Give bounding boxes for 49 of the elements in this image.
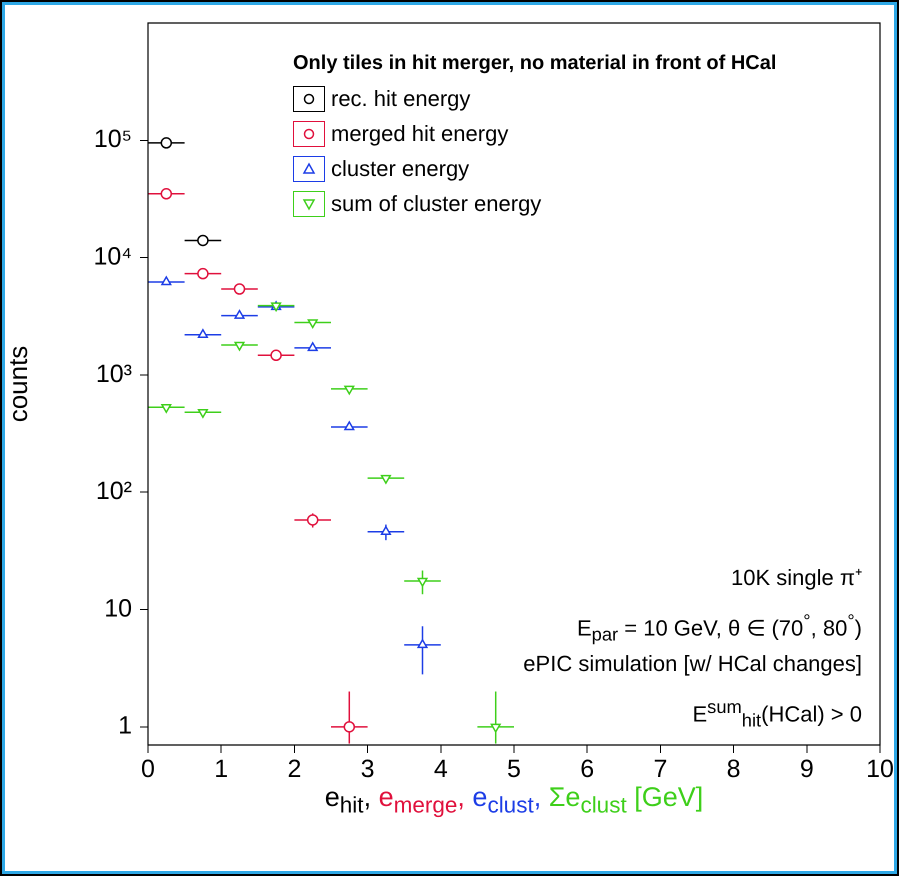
point xyxy=(198,409,208,418)
legend-label: merged hit energy xyxy=(330,120,510,148)
y-tick-label: 10⁴ xyxy=(93,242,132,270)
point xyxy=(344,386,354,395)
point xyxy=(160,188,172,200)
x-tick-label: 9 xyxy=(800,754,814,783)
legend-label: cluster energy xyxy=(330,154,470,183)
point xyxy=(306,514,318,526)
x-tick-label: 0 xyxy=(141,754,155,783)
x-tick-label: 10 xyxy=(866,754,894,783)
point xyxy=(417,578,428,587)
x-tick-label: 3 xyxy=(360,754,375,783)
point xyxy=(490,724,501,733)
legend-label: sum of cluster energy xyxy=(330,190,542,218)
y-tick-label: 10⁵ xyxy=(94,125,132,154)
point xyxy=(160,137,172,149)
y-tick-label: 10² xyxy=(96,477,132,506)
point xyxy=(380,526,391,536)
y-tick-label: 10 xyxy=(104,594,132,622)
y-tick-label: 10³ xyxy=(96,360,132,388)
x-tick-label: 1 xyxy=(214,754,228,783)
legend-title: Only tiles in hit merger, no material in front of HCal xyxy=(293,52,776,75)
point xyxy=(197,268,209,280)
y-tick-label: 1 xyxy=(118,712,132,740)
point xyxy=(380,474,391,484)
point xyxy=(308,342,318,352)
x-tick-label: 4 xyxy=(434,754,448,783)
point xyxy=(344,421,354,430)
y-axis-title: counts xyxy=(2,346,33,422)
point xyxy=(161,276,172,286)
point xyxy=(417,639,428,648)
x-tick-label: 7 xyxy=(653,754,668,783)
point xyxy=(270,350,282,362)
x-tick-label: 8 xyxy=(726,754,741,783)
point xyxy=(234,283,246,295)
annotation: 10K single π⁺ xyxy=(730,564,862,592)
point xyxy=(234,342,245,351)
point xyxy=(344,721,356,733)
annotation: ePIC simulation [w/ HCal changes] xyxy=(523,650,862,678)
x-tick-label: 5 xyxy=(507,754,521,783)
text: e$_{hit}$, e$_{merge}$, e$_{clust}$, Σe$_{clust}$ [GeV] xyxy=(324,782,704,818)
point xyxy=(161,404,172,414)
x-tick-label: 6 xyxy=(580,754,594,783)
x-tick-label: 2 xyxy=(287,754,302,783)
legend-label: rec. hit energy xyxy=(330,84,472,113)
annotation: E$_{par}$ = 10 GeV, θ ∈ (70$^{°}$, 80$^{°}$) xyxy=(576,609,862,646)
annotation: E$^{sum}$$_{hit}$(HCal) > 0 xyxy=(691,695,862,732)
point xyxy=(308,319,318,328)
point xyxy=(197,234,209,246)
